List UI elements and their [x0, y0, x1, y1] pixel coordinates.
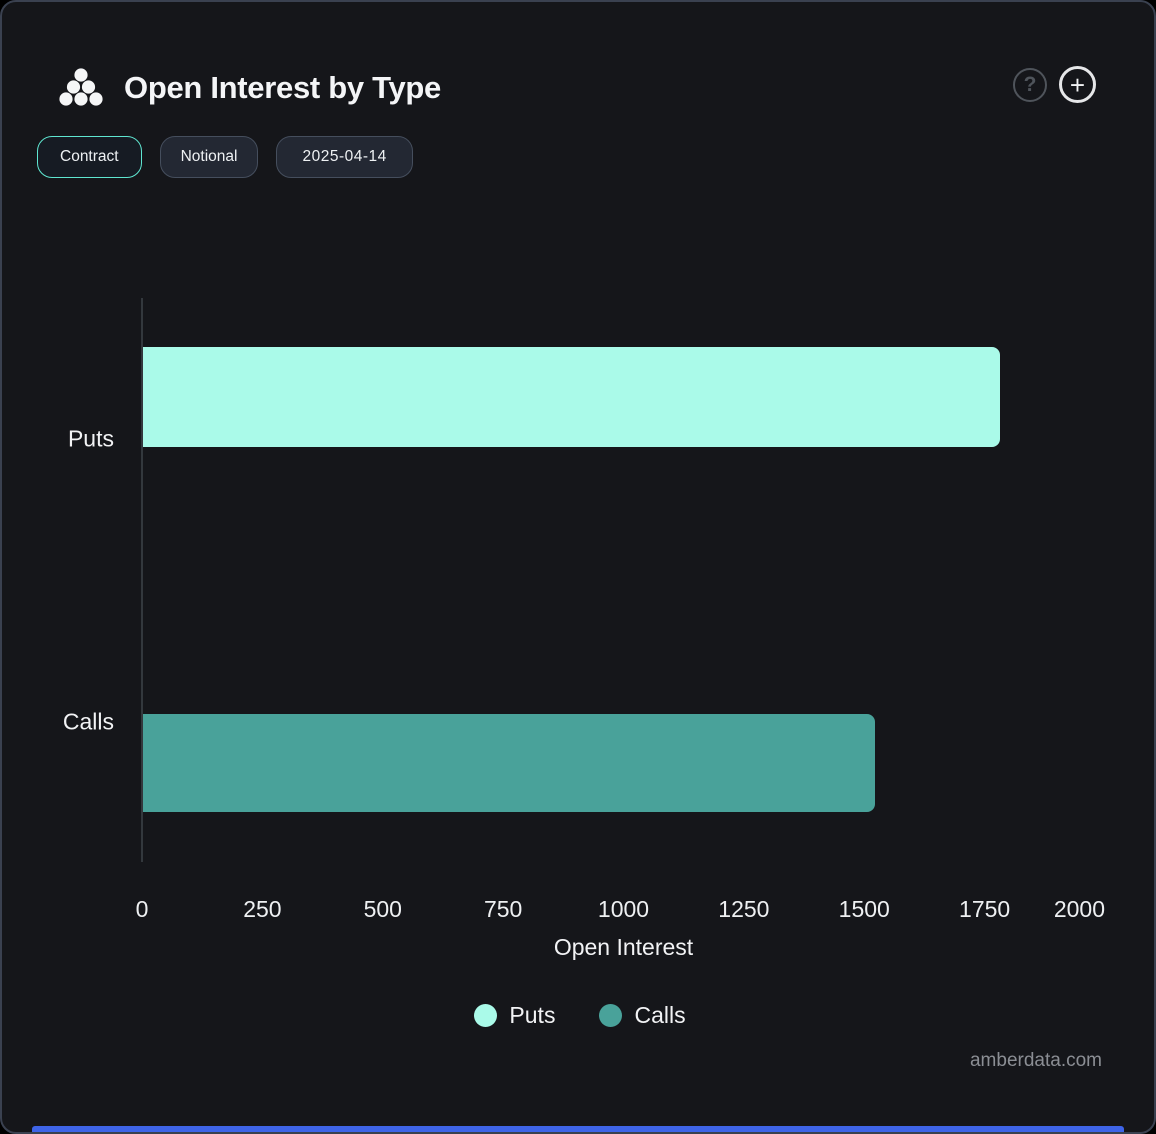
add-icon[interactable]: + [1059, 66, 1096, 103]
date-picker-button[interactable]: 2025-04-14 [276, 136, 413, 178]
legend-label: Puts [509, 1002, 556, 1028]
x-tick-label: 0 [135, 896, 149, 922]
amberdata-logo-icon [59, 68, 103, 106]
watermark: amberdata.com [969, 1050, 1102, 1071]
toolbar: Contract Notional 2025-04-14 [37, 136, 413, 178]
toggle-contract-button[interactable]: Contract [37, 136, 142, 178]
bottom-accent-bar [32, 1126, 1124, 1132]
legend-item-calls[interactable]: Calls [599, 1002, 686, 1029]
chart-legend: Puts Calls [2, 1002, 1154, 1029]
x-tick-label: 500 [363, 896, 402, 922]
plus-glyph: + [1069, 69, 1086, 100]
x-tick-label: 750 [483, 896, 523, 922]
x-tick-label: 1500 [838, 896, 890, 922]
page-title: Open Interest by Type [124, 70, 441, 105]
y-axis-label-calls: Calls [62, 708, 114, 735]
legend-swatch-icon [474, 1004, 498, 1027]
x-tick-label: 1250 [718, 896, 770, 922]
bar-puts[interactable] [143, 347, 1000, 447]
y-axis-line [141, 298, 143, 862]
bar-calls[interactable] [143, 714, 875, 812]
x-axis-title: Open Interest [553, 934, 694, 960]
toggle-notional-button[interactable]: Notional [159, 136, 259, 178]
help-glyph: ? [1023, 73, 1037, 96]
legend-item-puts[interactable]: Puts [474, 1002, 555, 1029]
x-tick-label: 1750 [959, 896, 1011, 922]
x-tick-label: 250 [243, 896, 282, 922]
help-icon[interactable]: ? [1013, 68, 1047, 102]
x-tick-label: 2000 [1053, 896, 1105, 922]
y-axis-label-puts: Puts [67, 425, 114, 452]
x-tick-label: 1000 [597, 896, 650, 922]
legend-label: Calls [634, 1002, 686, 1028]
legend-swatch-icon [599, 1004, 623, 1027]
